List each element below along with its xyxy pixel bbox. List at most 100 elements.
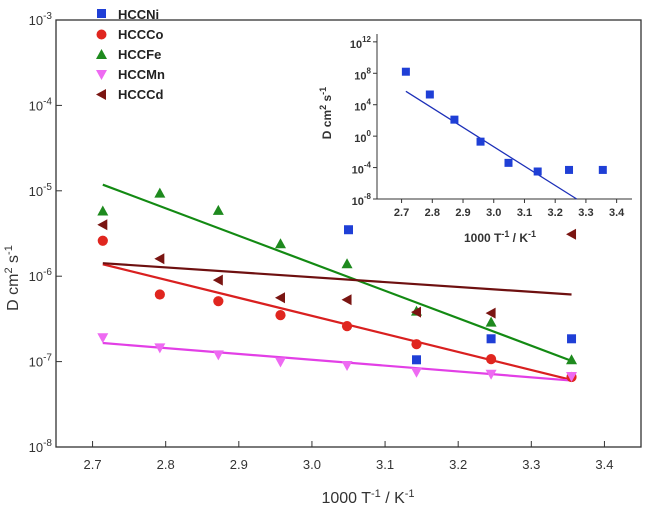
main-x-tick-label: 3.2 (449, 457, 467, 472)
data-point-hcccd (566, 228, 577, 240)
inset-data-point-hccni (565, 165, 574, 174)
data-point-hccmn (97, 333, 109, 344)
inset-y-tick-label: 100 (354, 129, 371, 145)
main-x-tick-label: 3.0 (303, 457, 321, 472)
main-y-tick-label: 10-8 (29, 438, 53, 455)
main-x-tick-label: 2.7 (84, 457, 102, 472)
inset-y-tick-label: 108 (354, 66, 371, 82)
data-point-hccmn (566, 371, 578, 382)
legend-triangle-left-marker (96, 89, 106, 100)
data-point-hccfe (154, 187, 166, 198)
data-point-hccmn (274, 357, 286, 368)
inset-y-tick-exponent: 8 (367, 66, 372, 75)
main-x-axis-title: 1000 T-1 / K-1 (321, 488, 414, 507)
inset-x-tick-label: 2.7 (394, 207, 409, 219)
data-point-hccfe (212, 204, 224, 215)
data-point-hccco (275, 310, 286, 321)
data-point-hccni (486, 334, 496, 344)
data-point-hcccd (154, 253, 165, 265)
inset-y-tick-label: 104 (354, 98, 371, 114)
inset-x-ticks: 2.7 2.8 2.9 3.0 3.1 3.2 3.3 3.4 (394, 199, 625, 219)
fit-line-hcccd (102, 262, 572, 296)
inset-y-tick-exponent: -4 (364, 161, 372, 170)
data-point-hccmn (485, 369, 497, 380)
legend-circle-marker (96, 29, 107, 40)
data-point-hccmn (411, 367, 423, 378)
inset-y-tick-exponent: -8 (364, 192, 372, 201)
inset-x-axis-title: 1000 T-1 / K-1 (464, 229, 536, 245)
main-y-tick-label: 10-3 (29, 11, 53, 28)
main-y-axis-title: D cm2 s-1 (3, 245, 22, 311)
legend-label-hccni: HCCNi (118, 7, 159, 22)
main-y-tick-label: 10-4 (29, 96, 53, 113)
data-point-hccni (412, 355, 422, 365)
main-x-tick-label: 3.1 (376, 457, 394, 472)
data-point-hcccd (212, 274, 223, 286)
legend-label-hccfe: HCCFe (118, 47, 161, 62)
main-y-tick-exponent: -6 (43, 267, 52, 278)
main-data-points (97, 187, 578, 383)
data-point-hccco (411, 339, 422, 350)
legend-triangle-down-marker (96, 70, 107, 80)
data-point-hccco (341, 321, 353, 332)
data-point-hccco (97, 235, 108, 246)
data-point-hccfe (97, 205, 109, 216)
data-point-hcccd (341, 294, 352, 306)
inset-x-tick-label: 3.1 (517, 207, 532, 219)
data-point-hccfe (274, 238, 286, 249)
legend-item-hccni: HCCNi (97, 7, 159, 22)
inset-x-tick-label: 3.2 (548, 207, 563, 219)
inset-x-tick-label: 3.0 (486, 207, 501, 219)
inset-x-tick-label: 3.4 (609, 207, 625, 219)
main-x-ticks: 2.7 2.8 2.9 3.0 3.1 3.2 3.3 3.4 (84, 441, 613, 472)
inset-x-tick-label: 3.3 (578, 207, 593, 219)
main-x-tick-label: 3.4 (595, 457, 613, 472)
data-point-hccni (344, 225, 353, 235)
legend-label-hccmn: HCCMn (118, 67, 165, 82)
data-point-hcccd (485, 307, 496, 319)
legend-item-hccmn: HCCMn (96, 67, 165, 82)
main-x-tick-label: 2.9 (230, 457, 248, 472)
data-point-hccmn (341, 361, 353, 372)
data-point-hcccd (97, 219, 108, 231)
inset-y-ticks: 10-8 10-4 100 104 108 1012 (350, 35, 377, 208)
main-plot-frame (55, 19, 642, 448)
main-x-tick-label: 3.3 (522, 457, 540, 472)
data-point-hccco (154, 289, 165, 300)
data-point-hccco (485, 353, 497, 365)
inset-data-point-hccni (450, 115, 459, 124)
main-y-tick-label: 10-6 (29, 267, 53, 284)
data-point-hccni (567, 334, 577, 344)
inset-fit-line-hccni (405, 90, 578, 200)
inset-y-tick-label: 1012 (350, 35, 372, 51)
inset-data-points (401, 67, 607, 176)
legend-label-hccco: HCCCo (118, 27, 164, 42)
main-y-tick-exponent: -4 (43, 96, 52, 107)
main-y-tick-exponent: -3 (43, 11, 52, 22)
data-point-hcccd (411, 306, 422, 318)
data-point-hccco (213, 296, 224, 307)
data-point-hccmn (212, 350, 224, 361)
main-y-tick-label: 10-5 (29, 182, 53, 199)
inset-y-tick-exponent: 12 (362, 35, 371, 44)
inset-data-point-hccni (598, 165, 607, 174)
main-y-tick-exponent: -8 (43, 438, 52, 449)
main-y-tick-label: 10-7 (29, 353, 53, 370)
inset-y-tick-label: 10-4 (352, 161, 372, 177)
main-y-ticks: 10-8 10-7 10-6 10-5 10-4 10-3 (29, 11, 62, 455)
data-point-hcccd (274, 292, 285, 304)
legend-item-hccfe: HCCFe (96, 47, 161, 62)
legend-item-hccco: HCCCo (96, 27, 164, 42)
inset-x-tick-label: 2.9 (455, 207, 470, 219)
inset-y-axis-title: D cm2 s-1 (318, 87, 334, 139)
data-point-hccfe (485, 316, 497, 327)
legend-triangle-up-marker (96, 49, 107, 59)
data-point-hccfe (341, 258, 353, 269)
inset-y-tick-exponent: 0 (367, 129, 372, 138)
inset-x-tick-label: 2.8 (425, 207, 440, 219)
main-y-tick-exponent: -5 (43, 182, 52, 193)
main-plot: 2.7 2.8 2.9 3.0 3.1 3.2 3.3 3.4 10-810-710-610-… (3, 7, 642, 507)
inset-plot: 2.7 2.8 2.9 3.0 3.1 3.2 3.3 3.4 10-810-41001041… (318, 26, 636, 245)
legend-item-hcccd: HCCCd (96, 87, 164, 102)
